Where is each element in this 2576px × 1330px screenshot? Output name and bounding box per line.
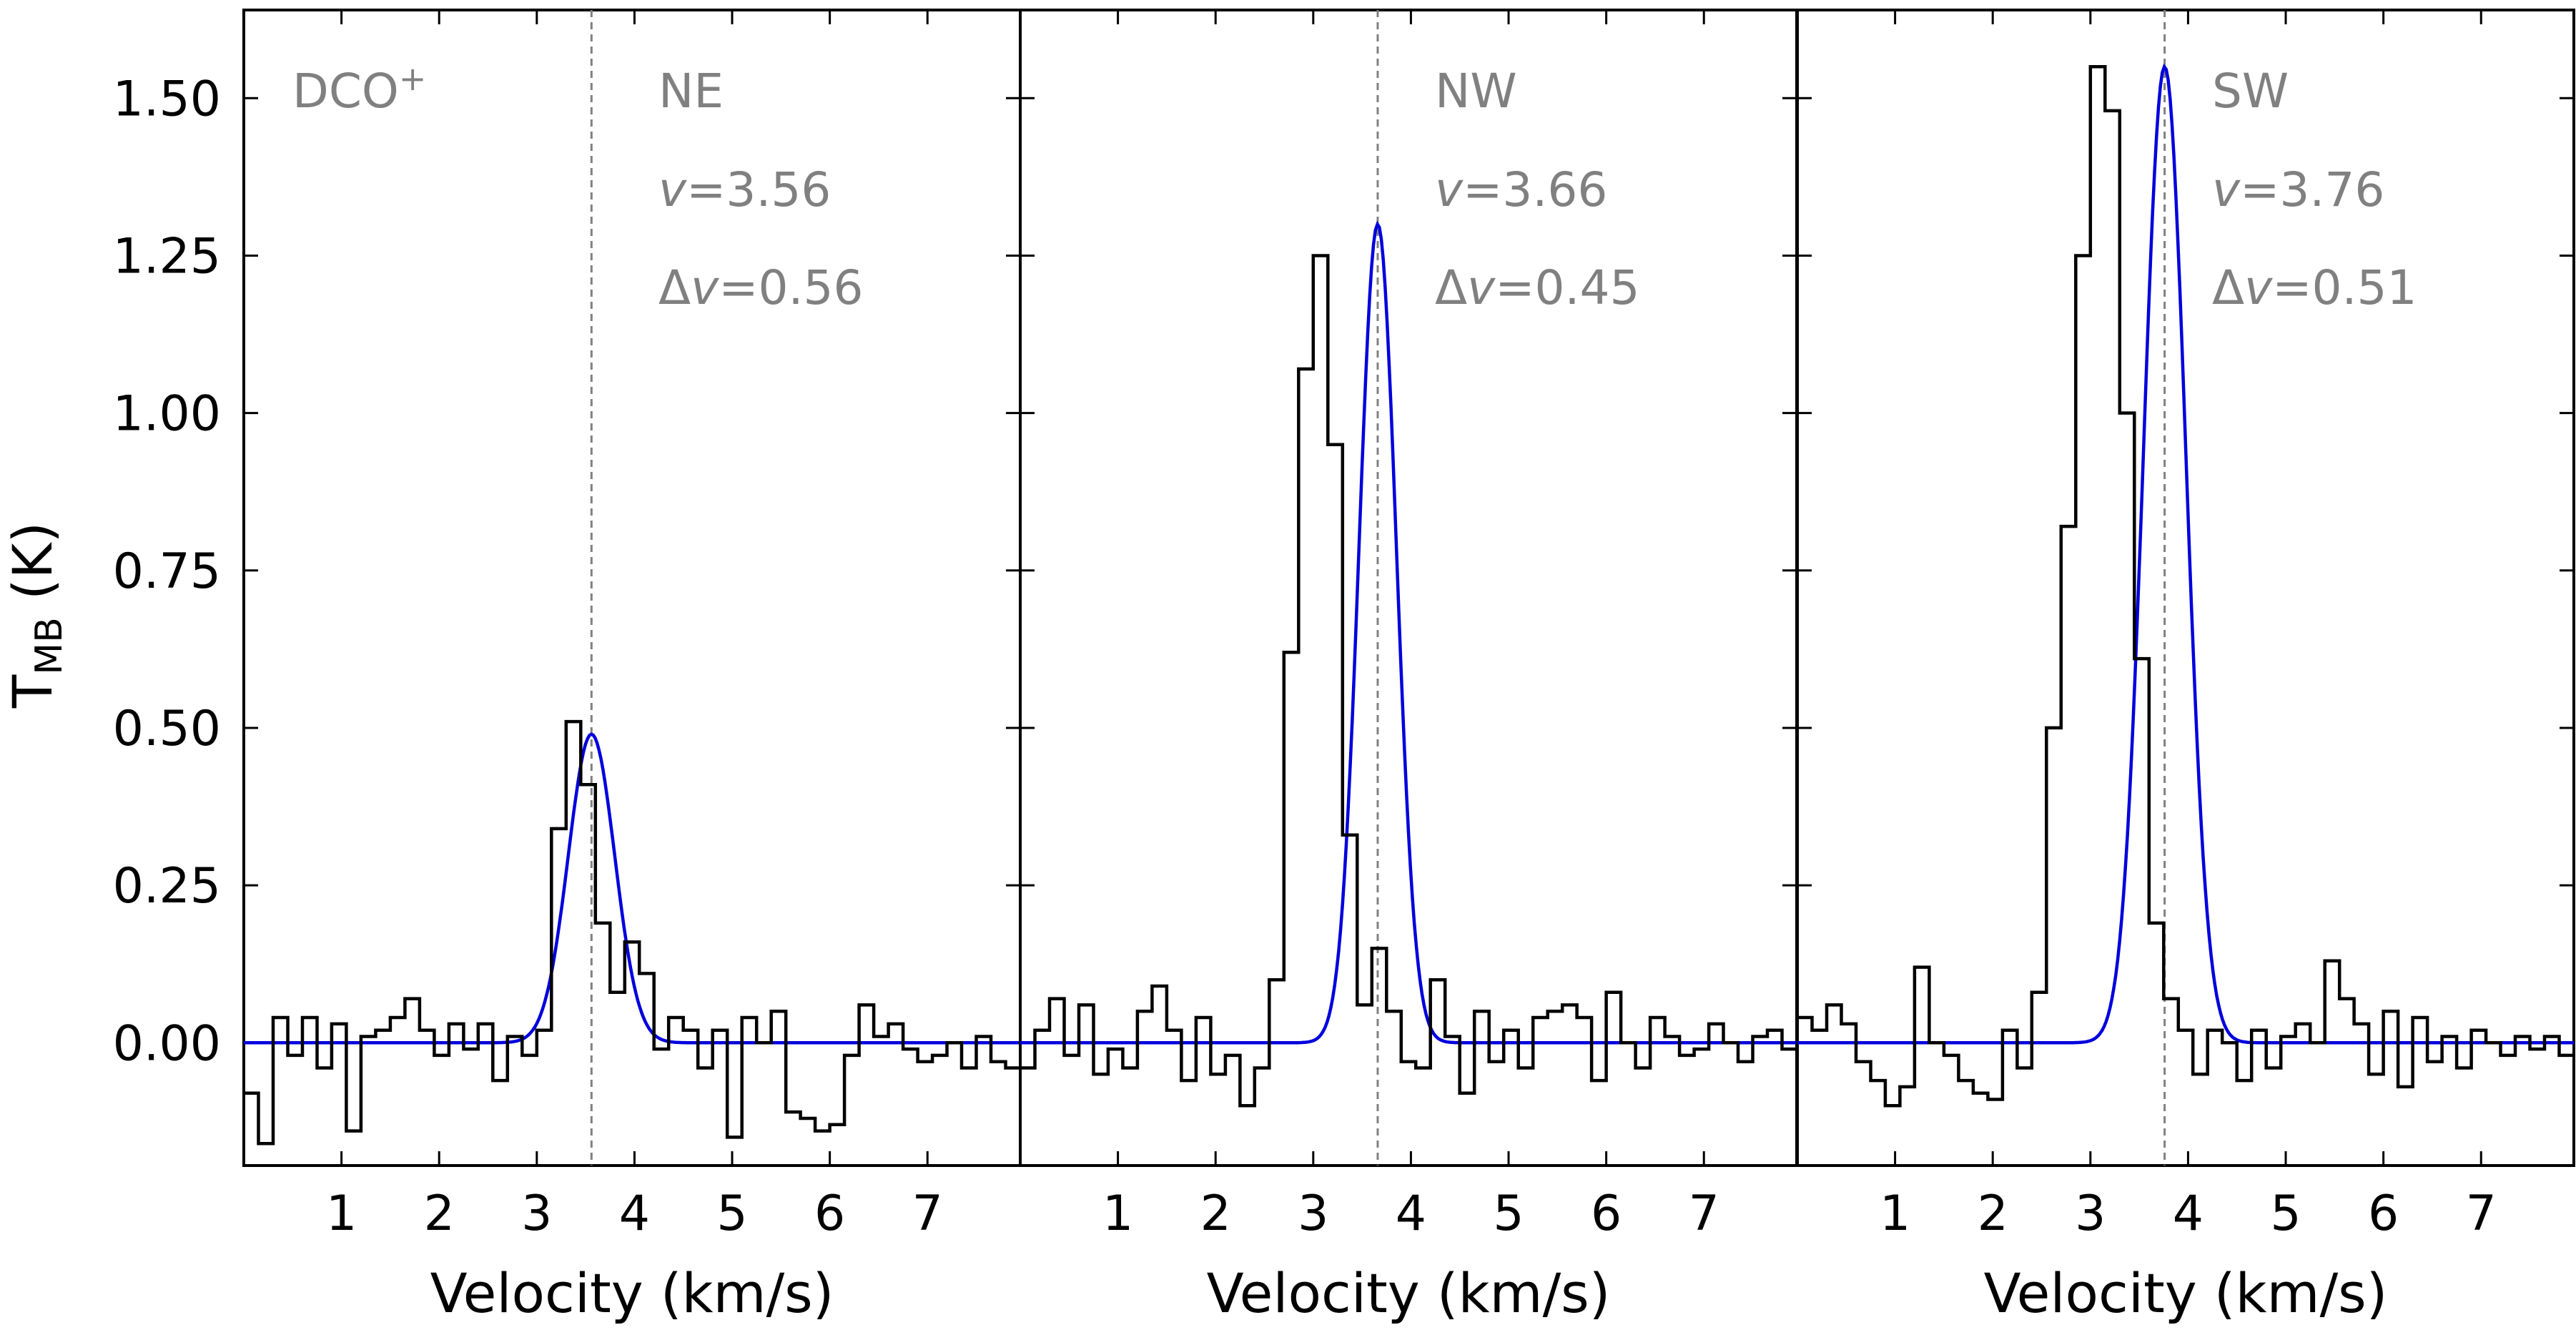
x-tick-label: 3 bbox=[521, 1186, 552, 1242]
x-tick-label: 7 bbox=[2466, 1186, 2497, 1242]
x-tick-label: 6 bbox=[2368, 1186, 2399, 1242]
linewidth-annotation: Δv=0.56 bbox=[658, 260, 863, 315]
velocity-annotation: v=3.76 bbox=[2212, 162, 2384, 217]
panel-frame bbox=[1796, 9, 2575, 1167]
velocity-value: 3.66 bbox=[1502, 162, 1607, 217]
x-tick-labels: 1 2 3 4 5 6 7 bbox=[326, 1186, 943, 1242]
panel-ticks bbox=[244, 10, 1020, 1166]
x-tick-label: 3 bbox=[1298, 1186, 1328, 1242]
panel-nw: 1 2 3 4 5 6 7 NW v=3.66 Δv=0.45 Velocity… bbox=[1019, 9, 1798, 1325]
panel-frame bbox=[1019, 9, 1798, 1167]
y-axis-label-unit: (K) bbox=[1, 522, 64, 617]
y-tick-label: 1.50 bbox=[113, 71, 221, 127]
x-tick-label: 3 bbox=[2075, 1186, 2106, 1242]
velocity-annotation: v=3.56 bbox=[658, 162, 831, 217]
y-tick-label: 1.00 bbox=[113, 386, 221, 443]
observed-spectrum-line bbox=[244, 719, 1020, 1146]
linewidth-value: 0.56 bbox=[759, 260, 864, 315]
delta-symbol: Δ bbox=[658, 260, 691, 315]
x-tick-label: 1 bbox=[326, 1186, 357, 1242]
x-tick-labels: 1 2 3 4 5 6 7 bbox=[1880, 1186, 2497, 1242]
linewidth-value: 0.51 bbox=[2312, 260, 2417, 315]
molecule-name: DCO bbox=[292, 64, 399, 119]
velocity-symbol: v bbox=[1435, 162, 1464, 217]
x-axis-label: Velocity (km/s) bbox=[430, 1261, 834, 1325]
molecule-label: DCO+ bbox=[292, 59, 426, 119]
velocity-equals: = bbox=[686, 162, 726, 217]
x-tick-labels: 1 2 3 4 5 6 7 bbox=[1102, 1186, 1719, 1242]
x-tick-label: 5 bbox=[716, 1186, 747, 1242]
linewidth-equals: = bbox=[2272, 260, 2311, 315]
gaussian-fit-line bbox=[1020, 220, 1797, 1045]
y-tick-label: 1.25 bbox=[113, 228, 221, 285]
y-tick-label: 0.00 bbox=[113, 1015, 221, 1072]
velocity-annotation: v=3.66 bbox=[1435, 162, 1607, 217]
x-tick-label: 2 bbox=[424, 1186, 455, 1242]
linewidth-equals: = bbox=[1495, 260, 1534, 315]
y-axis-label-subscript: MB bbox=[28, 617, 71, 675]
x-tick-label: 4 bbox=[619, 1186, 650, 1242]
panel-frame bbox=[242, 9, 1022, 1167]
x-tick-label: 2 bbox=[1978, 1186, 2008, 1242]
linewidth-annotation: Δv=0.45 bbox=[1435, 260, 1639, 315]
x-tick-label: 5 bbox=[2270, 1186, 2301, 1242]
region-label: NW bbox=[1435, 64, 1517, 119]
gaussian-fit-line bbox=[244, 732, 1020, 1045]
y-tick-label: 0.25 bbox=[113, 858, 221, 915]
linewidth-annotation: Δv=0.51 bbox=[2212, 260, 2417, 315]
x-tick-label: 4 bbox=[2173, 1186, 2204, 1242]
x-axis-label: Velocity (km/s) bbox=[1984, 1261, 2388, 1325]
observed-spectrum-line bbox=[1020, 254, 1797, 1108]
x-tick-label: 2 bbox=[1200, 1186, 1231, 1242]
delta-symbol: Δ bbox=[2212, 260, 2244, 315]
region-label: NE bbox=[658, 64, 724, 119]
panel-ticks bbox=[1020, 10, 1797, 1166]
velocity-value: 3.76 bbox=[2279, 162, 2384, 217]
y-axis-label-main: T bbox=[1, 674, 64, 709]
delta-symbol: Δ bbox=[1435, 260, 1467, 315]
velocity-equals: = bbox=[1463, 162, 1502, 217]
velocity-value: 3.56 bbox=[726, 162, 831, 217]
x-axis-label: Velocity (km/s) bbox=[1207, 1261, 1611, 1325]
linewidth-symbol: v bbox=[1467, 260, 1496, 315]
panel-sw: 1 2 3 4 5 6 7 SW v=3.76 Δv=0.51 Velocity… bbox=[1796, 9, 2575, 1325]
x-tick-label: 6 bbox=[1591, 1186, 1622, 1242]
linewidth-value: 0.45 bbox=[1535, 260, 1640, 315]
velocity-symbol: v bbox=[2212, 162, 2241, 217]
x-tick-label: 5 bbox=[1493, 1186, 1524, 1242]
x-tick-label: 1 bbox=[1880, 1186, 1910, 1242]
linewidth-equals: = bbox=[719, 260, 758, 315]
molecule-charge: + bbox=[399, 59, 427, 98]
y-tick-label: 0.75 bbox=[113, 543, 221, 600]
gaussian-fit-line bbox=[1797, 63, 2574, 1045]
x-tick-label: 7 bbox=[912, 1186, 943, 1242]
x-tick-label: 6 bbox=[814, 1186, 845, 1242]
linewidth-symbol: v bbox=[691, 260, 719, 315]
observed-spectrum-line bbox=[1797, 65, 2574, 1108]
region-label: SW bbox=[2212, 64, 2289, 119]
x-tick-label: 4 bbox=[1396, 1186, 1426, 1242]
velocity-symbol: v bbox=[658, 162, 687, 217]
linewidth-symbol: v bbox=[2244, 260, 2273, 315]
y-tick-label: 0.50 bbox=[113, 701, 221, 757]
y-axis-label: TMB (K) bbox=[1, 522, 71, 709]
panel-ne: 1 2 3 4 5 6 7 DCO+ NE v=3.56 Δv=0.56 Vel… bbox=[242, 9, 1022, 1325]
velocity-equals: = bbox=[2240, 162, 2279, 217]
x-tick-label: 1 bbox=[1102, 1186, 1133, 1242]
x-tick-label: 7 bbox=[1689, 1186, 1719, 1242]
y-tick-labels: 0.00 0.25 0.50 0.75 1.00 1.25 1.50 bbox=[113, 71, 221, 1072]
